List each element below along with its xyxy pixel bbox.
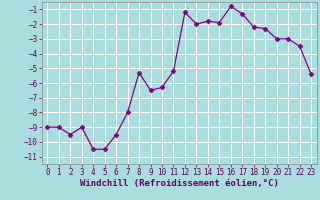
- X-axis label: Windchill (Refroidissement éolien,°C): Windchill (Refroidissement éolien,°C): [80, 179, 279, 188]
